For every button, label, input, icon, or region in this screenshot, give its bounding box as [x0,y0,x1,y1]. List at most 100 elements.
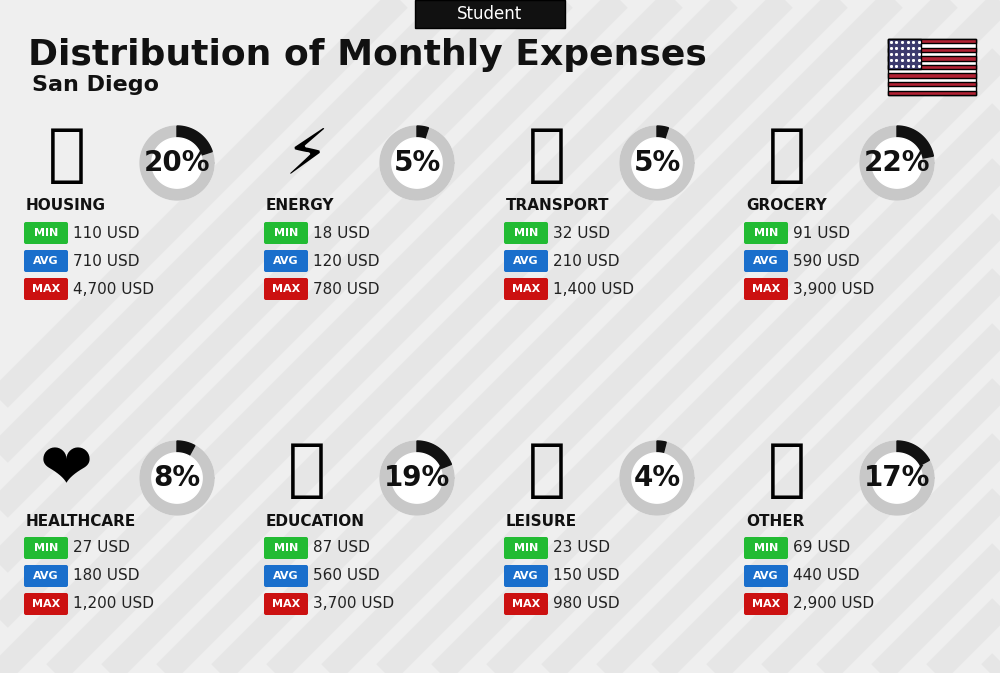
Polygon shape [380,126,454,200]
Text: MIN: MIN [274,228,298,238]
FancyBboxPatch shape [744,222,788,244]
Text: 710 USD: 710 USD [73,254,140,269]
FancyBboxPatch shape [888,48,976,52]
Polygon shape [620,441,694,515]
Polygon shape [632,138,682,188]
Text: 19%: 19% [384,464,450,492]
Polygon shape [860,441,934,515]
Text: 8%: 8% [153,464,201,492]
Text: ❤️: ❤️ [40,441,94,501]
FancyBboxPatch shape [888,39,921,69]
Text: EDUCATION: EDUCATION [266,513,365,528]
Polygon shape [380,441,454,515]
Polygon shape [872,138,922,188]
Polygon shape [380,126,454,200]
Text: AVG: AVG [753,256,779,266]
Text: 210 USD: 210 USD [553,254,620,269]
FancyBboxPatch shape [24,565,68,587]
Polygon shape [620,126,694,200]
Text: MAX: MAX [272,284,300,294]
Text: MAX: MAX [512,284,540,294]
Text: 👜: 👜 [768,441,806,501]
Polygon shape [417,441,451,468]
Polygon shape [897,441,929,466]
Text: MAX: MAX [272,599,300,609]
Polygon shape [140,126,214,200]
FancyBboxPatch shape [504,250,548,272]
Text: 🏢: 🏢 [48,126,86,186]
FancyBboxPatch shape [504,593,548,615]
Polygon shape [140,441,214,515]
FancyBboxPatch shape [264,537,308,559]
Text: 3,900 USD: 3,900 USD [793,281,874,297]
Text: 🎓: 🎓 [288,441,326,501]
Polygon shape [177,126,212,155]
Text: MIN: MIN [754,228,778,238]
Polygon shape [417,126,428,139]
Text: OTHER: OTHER [746,513,804,528]
FancyBboxPatch shape [504,565,548,587]
Text: MIN: MIN [34,543,58,553]
FancyBboxPatch shape [504,222,548,244]
FancyBboxPatch shape [888,57,976,61]
Text: 120 USD: 120 USD [313,254,380,269]
FancyBboxPatch shape [504,278,548,300]
Text: AVG: AVG [33,571,59,581]
Text: 20%: 20% [144,149,210,177]
Text: 780 USD: 780 USD [313,281,380,297]
FancyBboxPatch shape [888,82,976,86]
FancyBboxPatch shape [744,565,788,587]
Text: 4,700 USD: 4,700 USD [73,281,154,297]
Text: 27 USD: 27 USD [73,540,130,555]
FancyBboxPatch shape [24,222,68,244]
Text: TRANSPORT: TRANSPORT [506,199,610,213]
FancyBboxPatch shape [264,250,308,272]
Text: 69 USD: 69 USD [793,540,850,555]
Text: 980 USD: 980 USD [553,596,620,612]
Text: AVG: AVG [33,256,59,266]
Text: MAX: MAX [752,599,780,609]
FancyBboxPatch shape [264,278,308,300]
Polygon shape [380,441,454,515]
Text: HEALTHCARE: HEALTHCARE [26,513,136,528]
Text: MIN: MIN [514,228,538,238]
FancyBboxPatch shape [744,593,788,615]
Text: 2,900 USD: 2,900 USD [793,596,874,612]
FancyBboxPatch shape [744,278,788,300]
Polygon shape [140,126,214,200]
Polygon shape [152,138,202,188]
FancyBboxPatch shape [888,91,976,95]
Text: AVG: AVG [513,256,539,266]
Text: 22%: 22% [864,149,930,177]
Text: 180 USD: 180 USD [73,569,140,583]
Polygon shape [140,441,214,515]
Polygon shape [392,138,442,188]
Text: MIN: MIN [34,228,58,238]
FancyBboxPatch shape [24,537,68,559]
Polygon shape [392,453,442,503]
Text: 4%: 4% [633,464,681,492]
FancyBboxPatch shape [264,565,308,587]
Polygon shape [897,126,933,158]
Text: MAX: MAX [32,599,60,609]
Text: Distribution of Monthly Expenses: Distribution of Monthly Expenses [28,38,707,72]
FancyBboxPatch shape [504,537,548,559]
Text: 590 USD: 590 USD [793,254,860,269]
Polygon shape [620,441,694,515]
Text: MAX: MAX [512,599,540,609]
Text: 🛒: 🛒 [768,126,806,186]
Text: MIN: MIN [754,543,778,553]
Text: MAX: MAX [32,284,60,294]
Text: MIN: MIN [514,543,538,553]
Text: 🛍️: 🛍️ [528,441,566,501]
FancyBboxPatch shape [24,278,68,300]
Polygon shape [152,453,202,503]
Text: 440 USD: 440 USD [793,569,860,583]
Text: MIN: MIN [274,543,298,553]
Text: 5%: 5% [633,149,681,177]
Text: 150 USD: 150 USD [553,569,620,583]
FancyBboxPatch shape [888,73,976,78]
Text: 91 USD: 91 USD [793,225,850,240]
Polygon shape [872,453,922,503]
FancyBboxPatch shape [744,537,788,559]
